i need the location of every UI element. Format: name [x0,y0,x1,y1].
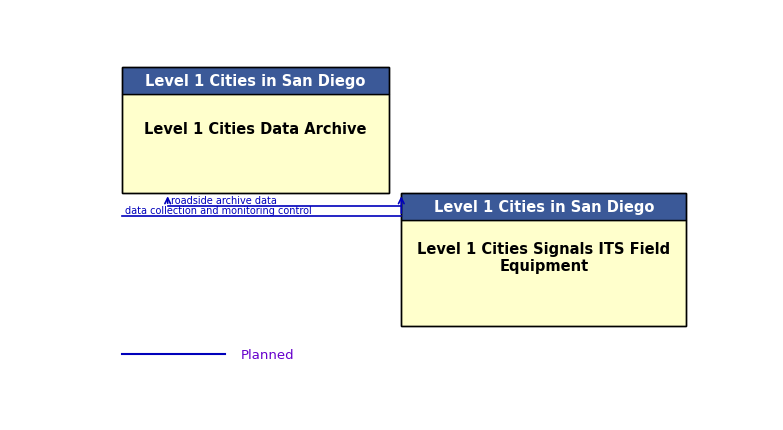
Text: Level 1 Cities in San Diego: Level 1 Cities in San Diego [146,74,366,89]
Bar [402,221,687,326]
Bar [402,194,687,221]
Text: roadside archive data: roadside archive data [171,195,276,205]
Bar [122,68,389,194]
Text: Level 1 Cities Data Archive: Level 1 Cities Data Archive [144,122,367,137]
Text: Planned: Planned [240,348,294,361]
Bar [122,95,389,194]
Text: Level 1 Cities in San Diego: Level 1 Cities in San Diego [434,200,654,215]
Text: data collection and monitoring control: data collection and monitoring control [125,205,312,215]
Text: Level 1 Cities Signals ITS Field
Equipment: Level 1 Cities Signals ITS Field Equipme… [417,241,670,274]
Bar [402,194,687,326]
Bar [122,68,389,95]
